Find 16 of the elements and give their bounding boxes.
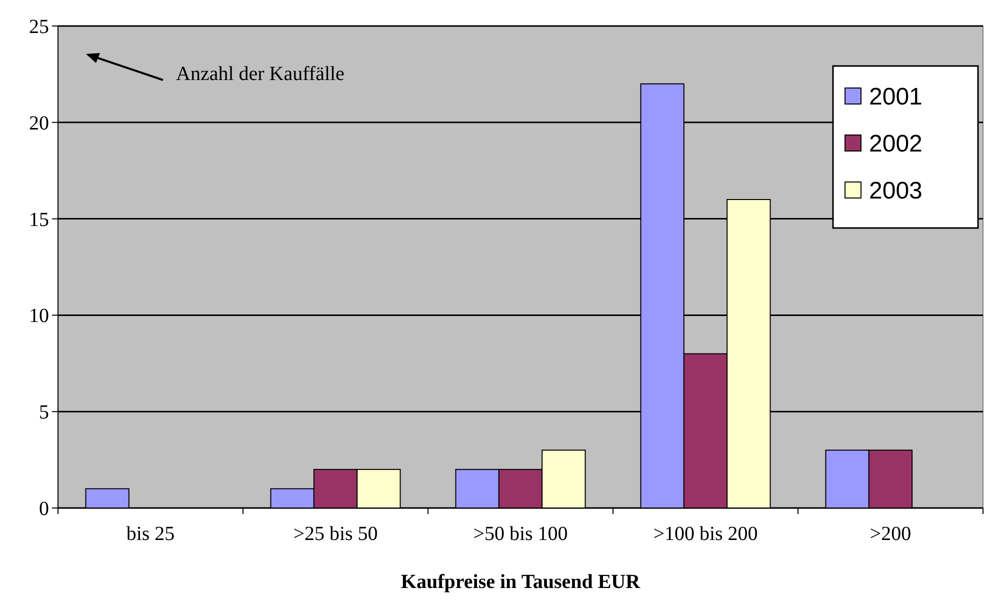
x-tick-label: >100 bis 200 — [653, 523, 758, 545]
y-tick-label: 25 — [29, 16, 49, 38]
x-tick-label: >25 bis 50 — [293, 523, 378, 545]
legend-label: 2003 — [869, 177, 922, 204]
x-tick-label: bis 25 — [126, 523, 175, 545]
x-tick-label: >200 — [870, 523, 912, 545]
y-tick-label: 0 — [39, 498, 49, 520]
y-tick-label: 20 — [29, 112, 49, 134]
y-tick-label: 15 — [29, 208, 49, 231]
x-axis-title: Kaufpreise in Tausend EUR — [400, 571, 641, 593]
legend-label: 2002 — [869, 130, 922, 158]
y-tick-label: 10 — [29, 305, 49, 328]
annotation: Anzahl der Kauffälle — [176, 63, 345, 85]
x-tick-label: >50 bis 100 — [473, 523, 568, 545]
y-tick-label: 5 — [39, 402, 49, 424]
legend-label: 2001 — [869, 83, 922, 110]
